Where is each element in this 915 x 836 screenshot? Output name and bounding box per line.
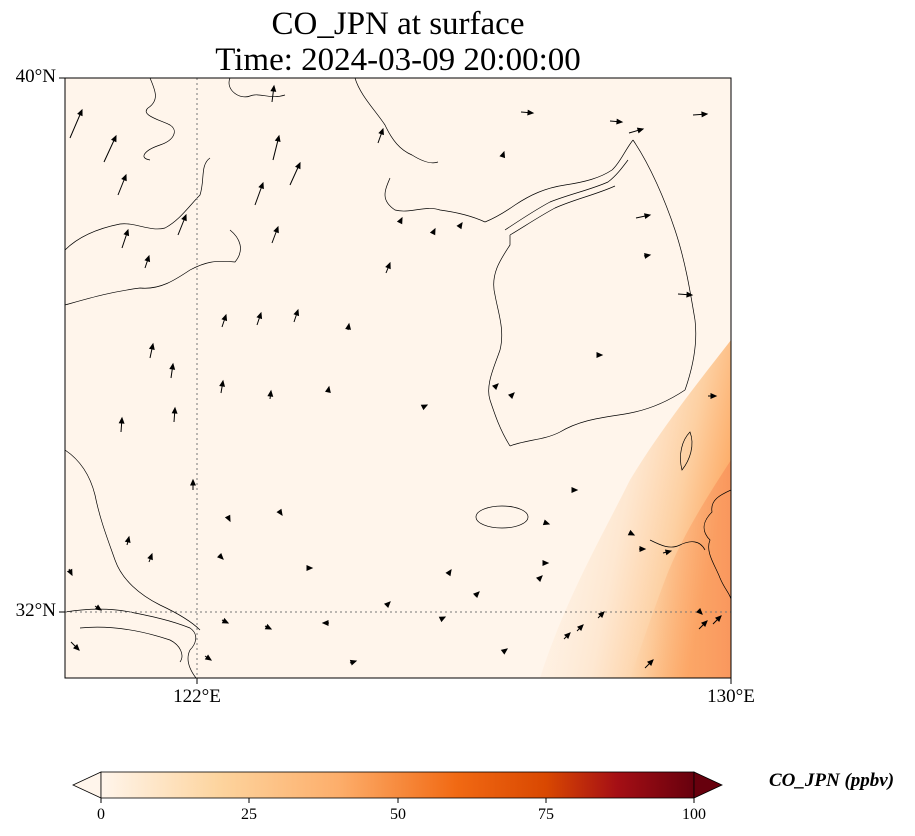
wind-vector-head	[527, 109, 535, 116]
wind-vector-head	[664, 549, 673, 556]
wind-vector-head	[596, 352, 604, 358]
lon-label-122: 122°E	[173, 686, 221, 707]
wind-vector-head	[499, 150, 506, 159]
wind-vector-head	[264, 623, 273, 630]
wind-vector-head	[171, 406, 178, 414]
colorbar-label: CO_JPN (ppbv)	[769, 770, 895, 791]
wind-vector-head	[345, 322, 352, 330]
wind-vector-head	[73, 644, 80, 651]
lat-label-32: 32°N	[15, 600, 56, 621]
colorbar-tick-100: 100	[682, 806, 706, 823]
wind-vector-head	[378, 127, 384, 136]
wind-vector-head	[204, 654, 213, 661]
wind-vector-head	[500, 648, 508, 655]
wind-vector-head	[686, 291, 694, 298]
colorbar-min-extend	[72, 771, 102, 799]
wind-vector-head	[636, 127, 645, 134]
colorbar-tick-50: 50	[390, 806, 406, 823]
wind-vector-head	[492, 383, 499, 390]
wind-vector-head	[181, 213, 187, 222]
wind-vector-head	[734, 586, 739, 591]
wind-vector-head	[710, 393, 718, 399]
wind-vector-head	[276, 508, 283, 517]
wind-vector-head	[270, 84, 277, 92]
wind-vector-head	[124, 535, 131, 544]
wind-vector-head	[118, 416, 125, 424]
colorbar-max-extend	[693, 771, 723, 799]
wind-vector-head	[384, 601, 391, 608]
wind-vector-head	[445, 568, 452, 577]
wind-vector-head	[224, 514, 231, 523]
lat-label-40: 40°N	[15, 66, 56, 87]
wind-vector-head	[273, 225, 279, 234]
map-panel	[59, 77, 739, 684]
wind-vector-head	[647, 659, 654, 666]
wind-vector-head	[221, 617, 230, 624]
colorbar-tick-0: 0	[97, 806, 105, 823]
map-title: CO_JPN at surface	[271, 6, 525, 42]
wind-vector-head	[219, 379, 226, 387]
wind-vector-head	[429, 227, 436, 236]
wind-vector-head	[148, 342, 155, 350]
wind-vector-head	[121, 173, 127, 182]
wind-vector-head	[325, 385, 331, 393]
wind-vector-head	[217, 553, 224, 560]
wind-vector-head	[258, 181, 264, 190]
wind-vector-head	[94, 604, 103, 611]
wind-vector-head	[77, 108, 83, 117]
map-frame	[64, 77, 732, 679]
wind-vector-head	[542, 560, 550, 566]
wind-vector-head	[627, 529, 636, 536]
wind-vector-head	[508, 392, 515, 399]
colorbar-tick-25: 25	[241, 806, 257, 823]
wind-vectors	[66, 84, 739, 669]
wind-vector-head	[571, 487, 579, 493]
wind-vector-head	[715, 615, 722, 622]
wind-vector-head	[349, 659, 358, 666]
wind-vector-head	[598, 611, 605, 618]
wind-vector-head	[123, 228, 130, 237]
wind-vector-head	[295, 161, 301, 170]
wind-vector-head	[267, 389, 274, 397]
wind-vector-head	[644, 213, 652, 220]
wind-vector-head	[396, 216, 403, 225]
wind-vector-head	[564, 632, 571, 639]
wind-vector-head	[169, 362, 176, 370]
wind-vector-head	[147, 552, 153, 561]
lon-label-130: 130°E	[707, 686, 755, 707]
wind-vector-head	[577, 624, 584, 631]
wind-vector-head	[701, 111, 709, 118]
wind-vector-head	[644, 252, 652, 259]
wind-vector-head	[66, 568, 73, 577]
wind-vector-head	[473, 591, 480, 598]
wind-vector-head	[701, 620, 708, 627]
wind-vector-head	[438, 616, 447, 623]
wind-vector-shaft	[733, 586, 739, 590]
wind-vector-head	[542, 519, 551, 526]
wind-vector-head	[456, 221, 463, 230]
colorbar-gradient	[100, 771, 695, 799]
wind-vector-head	[190, 478, 196, 486]
wind-vector-head	[293, 308, 300, 317]
map-subtitle-time: Time: 2024-03-09 20:00:00	[215, 42, 581, 78]
wind-vector-head	[306, 565, 314, 571]
wind-vector-head	[274, 134, 281, 143]
coastlines	[65, 78, 731, 678]
wind-vector-head	[420, 404, 429, 411]
wind-vector-head	[639, 546, 647, 552]
wind-vector-head	[144, 254, 151, 263]
wind-vector-head	[385, 261, 391, 270]
wind-vector-head	[221, 313, 228, 322]
wind-vector-head	[536, 575, 543, 582]
wind-vector-head	[321, 620, 329, 626]
wind-vector-head	[696, 608, 703, 615]
colorbar-tick-75: 75	[538, 806, 554, 823]
wind-vector-head	[256, 311, 263, 320]
wind-vector-head	[111, 134, 117, 143]
wind-vector-head	[616, 118, 624, 125]
